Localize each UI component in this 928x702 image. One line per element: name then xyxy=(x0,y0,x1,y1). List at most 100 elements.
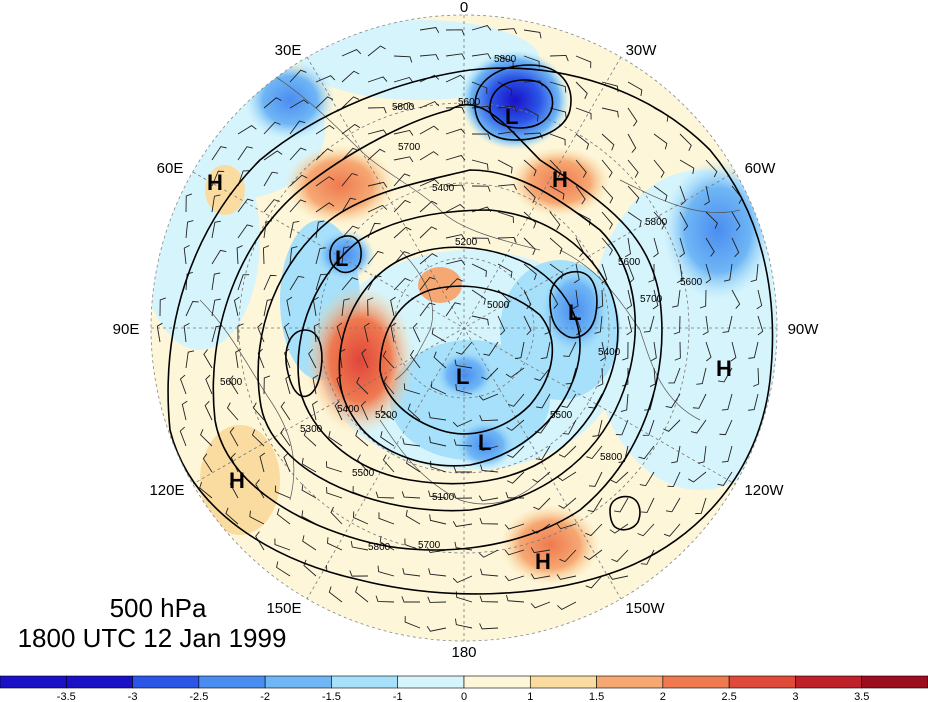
wind-barb xyxy=(717,471,733,486)
wind-barb xyxy=(721,445,733,463)
contour-label: 5800 xyxy=(600,452,623,463)
contour-label: 5300 xyxy=(300,424,323,435)
wind-barb xyxy=(367,250,384,265)
wind-barb xyxy=(349,570,369,577)
wind-barb xyxy=(497,211,514,223)
graticule xyxy=(151,15,777,641)
wind-barb xyxy=(393,251,411,265)
wind-barb xyxy=(572,289,579,310)
wind-barb xyxy=(429,514,447,525)
wind-barb xyxy=(557,471,577,482)
wind-barb xyxy=(431,327,447,343)
wind-barb xyxy=(341,197,357,213)
wind-barb xyxy=(257,348,265,369)
wind-barb xyxy=(237,170,250,187)
wind-barb xyxy=(382,454,395,473)
wind-barb xyxy=(756,289,763,310)
wind-barb xyxy=(326,486,343,499)
wind-barb xyxy=(233,296,240,317)
wind-barb xyxy=(355,586,369,603)
wind-barb xyxy=(639,471,655,487)
wind-barb xyxy=(549,289,559,309)
wind-barb xyxy=(249,510,265,525)
wind-barb xyxy=(705,263,712,284)
wind-barb xyxy=(585,523,603,537)
wind-barb xyxy=(263,150,283,161)
anomaly-shading xyxy=(151,15,777,641)
lon-label-90e: 90E xyxy=(113,321,140,338)
wind-barb xyxy=(404,538,421,551)
longitude-labels: 0 30W 60W 90W 120W 150W 180 150E 120E 90… xyxy=(113,0,820,661)
contour-label: 5800 xyxy=(645,217,668,228)
wind-barb xyxy=(601,263,608,284)
high-center: H xyxy=(229,468,245,493)
wind-barb xyxy=(200,429,213,447)
wind-barb xyxy=(367,222,381,239)
high-center: H xyxy=(716,356,732,381)
wind-barb xyxy=(627,211,642,227)
wind-barb xyxy=(497,315,506,336)
wind-barb xyxy=(262,245,270,265)
lon-label-150e: 150E xyxy=(266,600,301,617)
wind-barb xyxy=(481,367,499,380)
contour-label: 5800 xyxy=(392,102,415,113)
wind-barb xyxy=(350,541,369,551)
wind-barb xyxy=(523,29,542,39)
wind-barb xyxy=(705,159,718,178)
wind-barb xyxy=(428,490,447,499)
wind-barb xyxy=(382,350,395,369)
wind-barb xyxy=(315,75,336,83)
wind-barb xyxy=(378,512,395,525)
colorbar-swatch xyxy=(0,675,67,689)
wind-barb xyxy=(583,549,603,561)
colorbar-swatch xyxy=(331,675,399,689)
wind-barb xyxy=(663,523,681,537)
colorbar-tick-label: 3.5 xyxy=(854,691,869,702)
wind-barb xyxy=(412,322,421,343)
wind-barb xyxy=(341,225,359,239)
wind-barb xyxy=(280,427,291,447)
wind-barb xyxy=(575,81,588,100)
wind-barb xyxy=(263,298,274,317)
wind-barb xyxy=(274,538,291,551)
wind-barb xyxy=(445,128,466,135)
wind-barb xyxy=(229,427,239,447)
wind-barb xyxy=(185,301,199,317)
wind-barb xyxy=(185,271,193,291)
wind-barb xyxy=(445,154,466,161)
wind-barb xyxy=(722,315,733,333)
wind-barb xyxy=(402,567,421,577)
wind-barb xyxy=(367,107,387,114)
wind-barb xyxy=(452,419,473,428)
wind-barb xyxy=(380,431,395,447)
wind-barb xyxy=(478,495,499,502)
wind-barb xyxy=(575,133,590,150)
wind-barb xyxy=(393,55,413,63)
wind-barb xyxy=(433,351,447,369)
wind-barb xyxy=(696,367,707,385)
wind-barb xyxy=(401,491,421,499)
wind-barb xyxy=(419,179,440,187)
wind-barb xyxy=(695,497,707,515)
wind-barb xyxy=(600,341,606,362)
wind-barb xyxy=(301,457,317,473)
wind-barb xyxy=(608,574,629,580)
lon-label-30e: 30E xyxy=(275,42,302,59)
contour-label: 5700 xyxy=(418,540,441,551)
low-center: L xyxy=(456,364,469,389)
wind-barb xyxy=(341,96,360,109)
wind-barb xyxy=(627,133,637,153)
colorbar-tick-label: 0 xyxy=(461,691,467,702)
wind-barb xyxy=(549,107,567,119)
wind-barb xyxy=(367,76,388,83)
high-center: H xyxy=(207,170,223,195)
wind-barb xyxy=(341,123,361,135)
lon-label-90w: 90W xyxy=(788,321,820,338)
wind-barb xyxy=(325,461,343,473)
wind-barb xyxy=(390,296,396,317)
wind-barb xyxy=(618,445,629,463)
wind-barb xyxy=(575,107,592,120)
wind-barb xyxy=(211,220,221,239)
wind-barb xyxy=(428,568,447,577)
